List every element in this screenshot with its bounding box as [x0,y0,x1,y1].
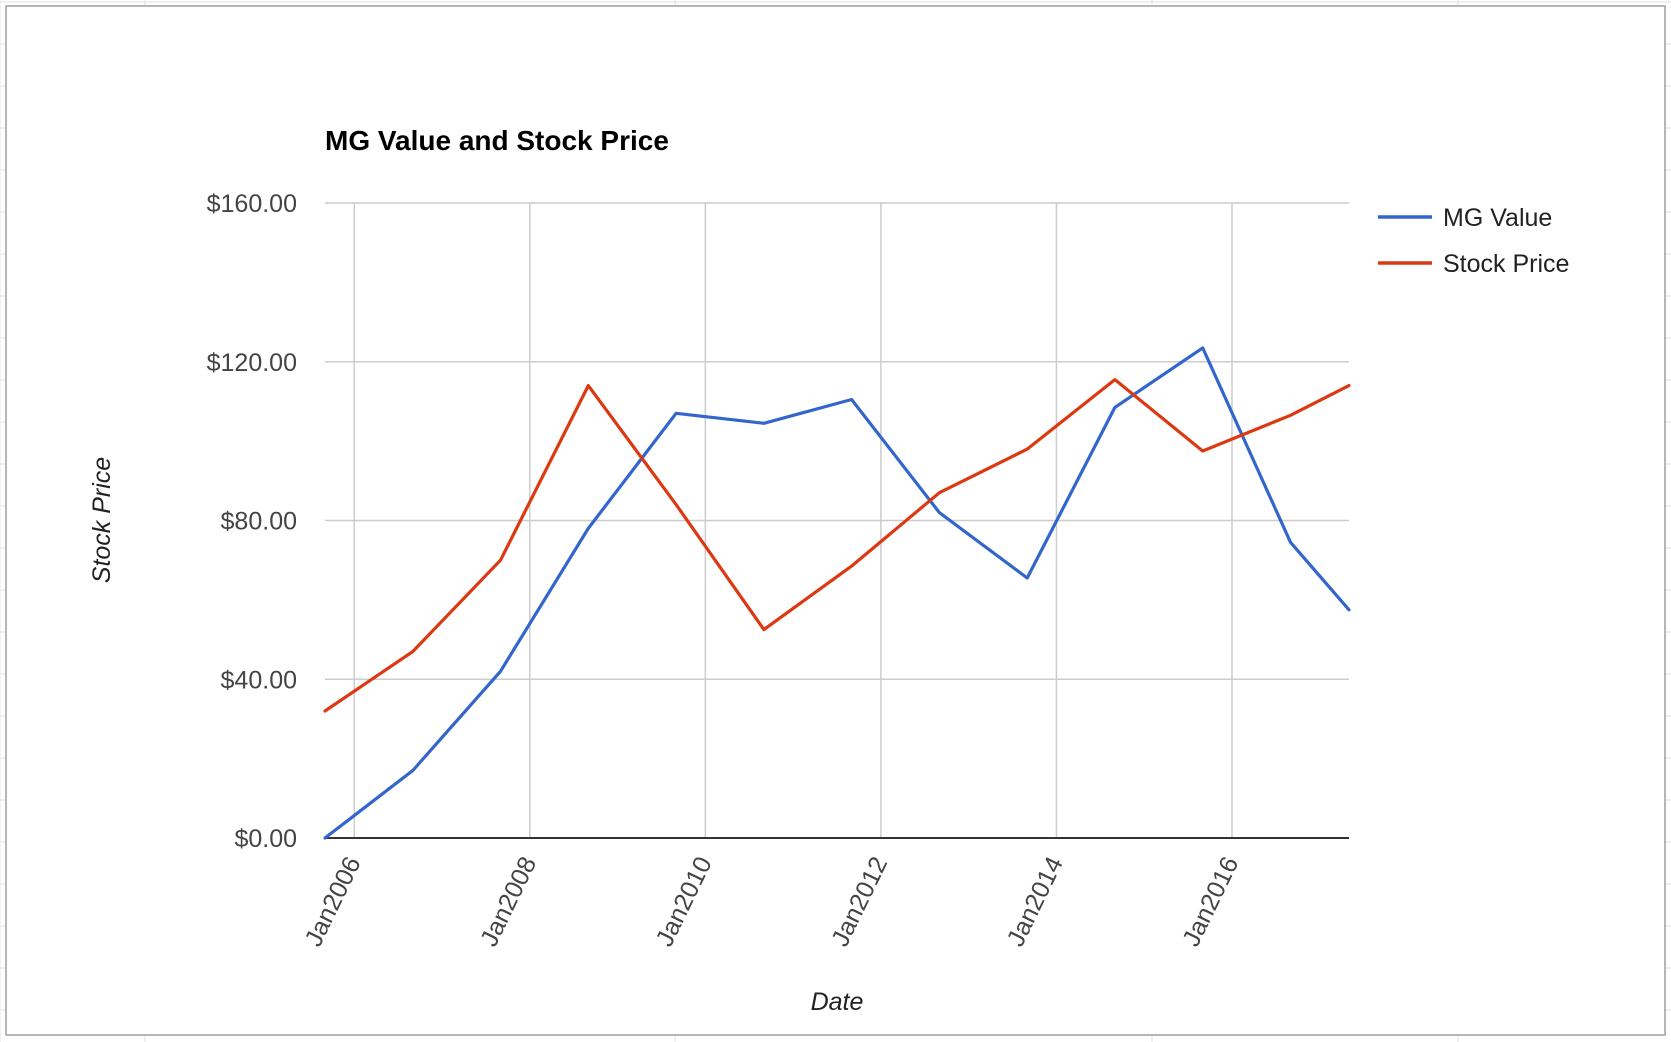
y-tick-label: $40.00 [221,666,297,694]
y-tick-label: $0.00 [234,825,297,853]
y-tick-label: $80.00 [221,508,297,536]
legend: MG Value Stock Price [1378,204,1569,278]
y-axis-tick-labels: $0.00 $40.00 $80.00 $120.00 $160.00 [207,190,297,853]
series-line-stock-price[interactable] [323,378,1351,713]
y-axis-title: Stock Price [88,457,116,583]
x-axis-title: Date [811,988,864,1016]
y-tick-label: $120.00 [207,349,297,377]
series-line-mg-value[interactable] [323,346,1351,840]
chart-title: MG Value and Stock Price [325,125,669,156]
legend-label: Stock Price [1443,250,1569,278]
series-lines [323,346,1351,840]
gridlines [325,202,1349,838]
legend-label: MG Value [1443,204,1552,232]
y-tick-label: $160.00 [207,190,297,218]
